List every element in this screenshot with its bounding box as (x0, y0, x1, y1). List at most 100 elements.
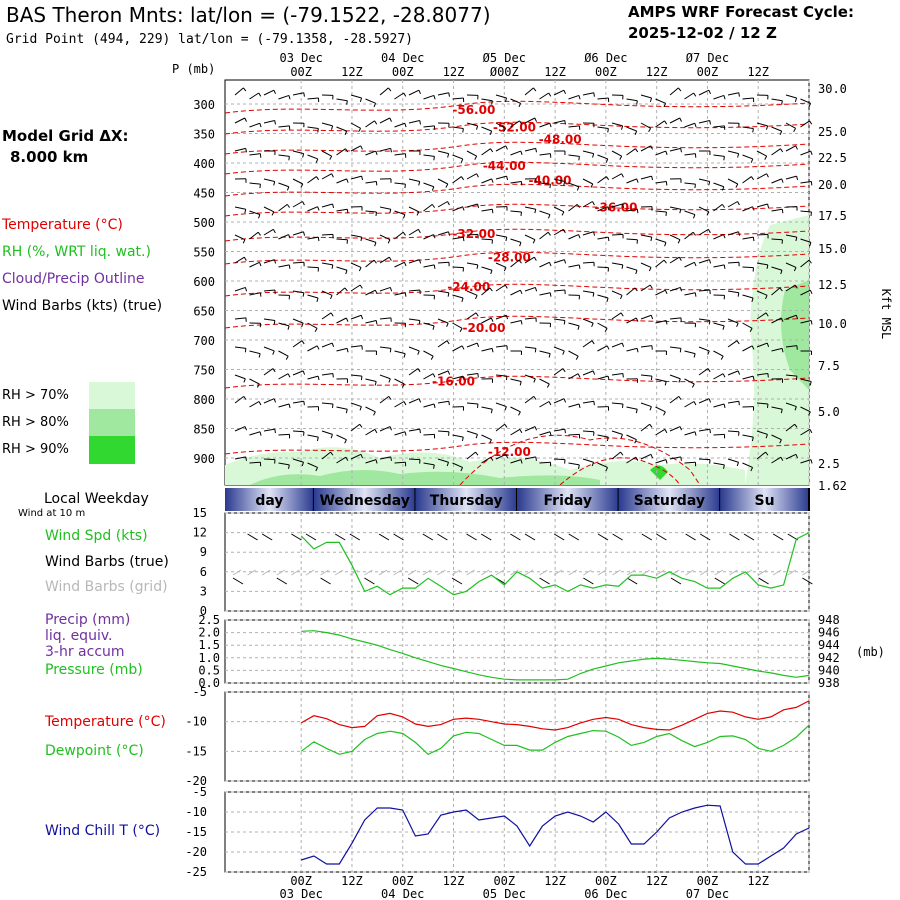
wind-barb (785, 314, 797, 320)
wind-barb (756, 290, 768, 296)
wind-barb (727, 201, 738, 208)
wind-barb (727, 178, 739, 185)
wind-barb-flag (780, 456, 784, 461)
bottom-date-label: 07 Dec (686, 887, 729, 900)
wind-barb (263, 120, 275, 124)
wind-barb-flag (504, 406, 507, 411)
wind-barb-flag (636, 178, 639, 183)
surface-wind-barb (510, 533, 521, 541)
wind-barb-flag (388, 396, 392, 400)
wind-barb (379, 286, 391, 292)
wind-barb-flag (329, 155, 333, 160)
wind-barb (481, 317, 492, 324)
wind-panel-tick-label: 6 (200, 565, 207, 579)
wind-barb-flag (679, 348, 682, 353)
wind-barb-flag (620, 312, 624, 317)
windchill-panel-tick-label: -25 (185, 865, 207, 879)
surface-wind-barb (802, 577, 813, 585)
pressure-tick-label: 400 (193, 157, 215, 171)
wind-barb (771, 98, 783, 102)
wind-barb (321, 312, 332, 320)
wind-barb (408, 428, 420, 432)
wind-barb (263, 206, 275, 213)
wind-barb (336, 238, 348, 241)
wind-barb (466, 150, 477, 157)
wind-barb-flag (750, 176, 755, 181)
wind-barb (350, 262, 362, 268)
wind-barb-flag (635, 148, 639, 153)
wind-barb (408, 398, 420, 404)
wind-barb-flag (446, 462, 449, 467)
surface-wind-barb-grid (364, 569, 373, 576)
wind-barb (626, 148, 636, 156)
weekday-label: day (255, 493, 283, 509)
wind-barb (365, 150, 376, 156)
wind-barb-flag (622, 203, 625, 208)
wind-barb (771, 347, 783, 352)
wind-barb-flag (243, 378, 246, 383)
legend-temperature: Temperature (°C) (2, 217, 123, 233)
wind-barb (756, 173, 767, 180)
isotherm (224, 183, 810, 197)
wind-barb (800, 320, 812, 324)
temp-panel-tick-label: -10 (185, 715, 207, 729)
top-hour-label: 12Z (646, 65, 668, 79)
weekday-segment (415, 488, 517, 511)
wind-barb-flag (345, 456, 349, 461)
wind-barb (655, 406, 666, 413)
wind-barb (742, 126, 754, 130)
wind-barb (408, 120, 420, 124)
wind-barb (481, 98, 493, 102)
wind-barb-flag (651, 176, 654, 181)
wind-barb-flag (721, 186, 725, 191)
pressure-tick-label: 500 (193, 216, 215, 230)
wind-barb (495, 145, 506, 152)
wind-barb (394, 122, 406, 128)
wind-barb (292, 150, 304, 155)
wind-barb-flag (664, 242, 667, 247)
wind-barb (684, 431, 696, 436)
wind-barb-flag (764, 155, 768, 160)
surface-wind-barb (729, 533, 740, 541)
top-date-label: 03 Dec (279, 51, 322, 65)
rh-swatch-70 (89, 382, 135, 409)
wind-barb-flag (752, 206, 755, 211)
wind-barb-flag (273, 320, 276, 325)
wind-barb (800, 120, 810, 128)
wind-barb (307, 176, 317, 184)
wind-barb-flag (563, 398, 567, 403)
legend-cloud: Cloud/Precip Outline (2, 271, 145, 287)
wind-barb (597, 97, 609, 100)
wind-barb-flag (361, 176, 364, 181)
wind-barb-flag (505, 315, 509, 320)
wind-barb (611, 122, 623, 127)
wind-barb-flag (244, 209, 247, 214)
wind-barb-flag (694, 184, 696, 189)
wind-barb-flag (520, 320, 523, 325)
bottom-date-label: 06 Dec (584, 887, 627, 900)
wind-barb (394, 378, 405, 385)
height-tick-label: 2.5 (818, 457, 840, 471)
weekday-segment (720, 488, 809, 511)
wind-barb (626, 126, 637, 132)
wind-barb (582, 370, 594, 376)
wind-barb-flag (737, 370, 741, 375)
wind-barb-flag (475, 295, 478, 300)
surface-wind-barb-grid (495, 569, 505, 576)
wind-barb (655, 238, 667, 243)
wind-barb-flag (303, 401, 305, 406)
wind-barb-flag (460, 176, 465, 181)
wind-barb-flag (749, 328, 753, 333)
wind-barb (597, 236, 609, 240)
wind-barb-flag (316, 345, 320, 350)
wind-barb-flag (606, 345, 610, 350)
wind-barb (539, 231, 549, 240)
wind-barb (234, 234, 246, 241)
wind-barb-flag (274, 429, 276, 434)
wind-barb-flag (548, 353, 551, 358)
height-tick-label: 22.5 (818, 151, 847, 165)
wind-barb-flag (563, 89, 566, 95)
wind-barb (539, 261, 550, 268)
isotherm-label: -36.00 (595, 200, 638, 214)
wind-barb-flag (243, 396, 247, 400)
